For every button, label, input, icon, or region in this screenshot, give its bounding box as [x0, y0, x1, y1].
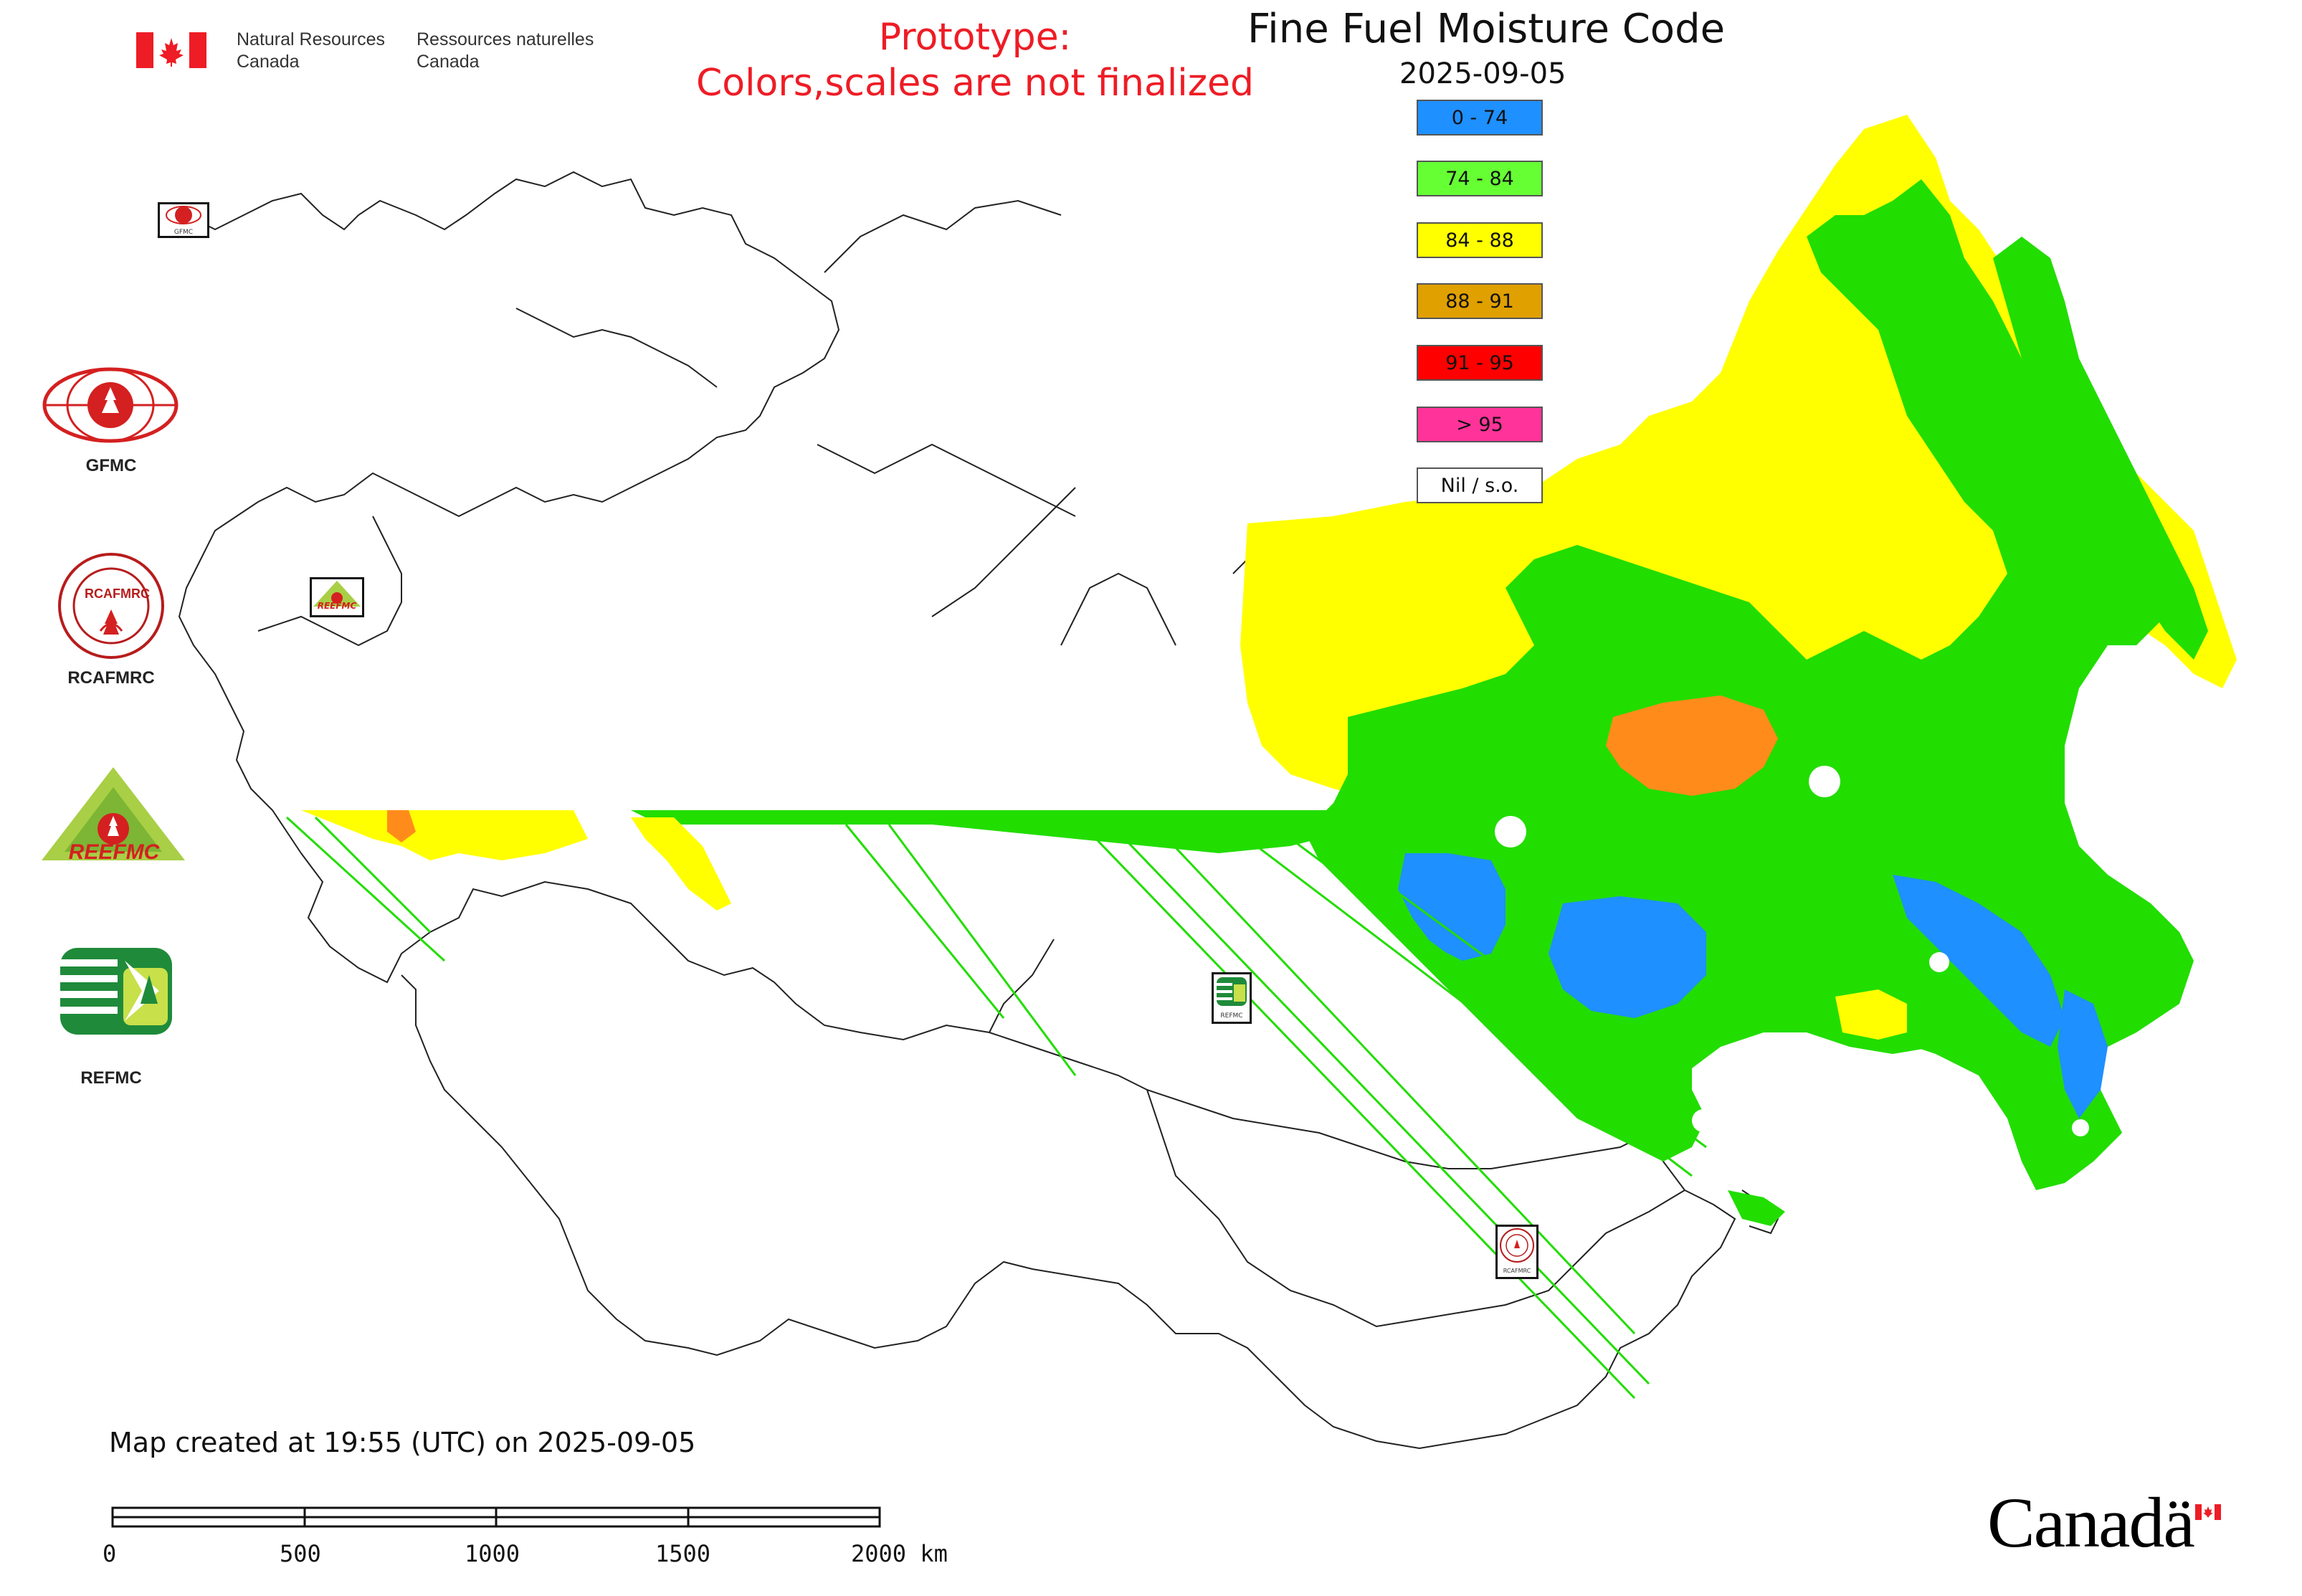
raster-blue-patch-3	[1893, 875, 2065, 1047]
legend-item-74-84: 74 - 84	[1417, 161, 1543, 196]
raster-mid-strip-yellow	[631, 817, 731, 911]
scale-label-500: 500	[280, 1540, 321, 1567]
legend-item-84-88: 84 - 88	[1417, 222, 1543, 258]
raster-orange-small	[387, 810, 416, 842]
raster-hokkaido-green	[1728, 1190, 1785, 1226]
raster-streaks	[285, 816, 1707, 1400]
refmc-logo	[59, 946, 173, 1036]
legend-item-88-91: 88 - 91	[1417, 283, 1543, 319]
legend-item-0-74: 0 - 74	[1417, 100, 1543, 136]
map-title: Fine Fuel Moisture Code	[1247, 6, 1726, 52]
map-marker-gfmc-label: GFMC	[173, 229, 194, 236]
wordmark-flag-icon	[2195, 1504, 2221, 1520]
map-marker-refmc-label: REFMC	[1220, 1012, 1243, 1020]
legend-item-nil: Nil / s.o.	[1417, 467, 1543, 503]
raster-blue-patch-1	[1398, 853, 1506, 961]
rcafmrc-logo	[57, 552, 165, 660]
prototype-line-1: Prototype:	[878, 16, 1072, 59]
map-marker-reefmc: REEFMC	[310, 577, 364, 617]
prototype-notice: Prototype: Colors,scales are not finaliz…	[660, 14, 1290, 106]
scale-label-0: 0	[103, 1540, 117, 1567]
legend-item-91-95: 91 - 95	[1417, 345, 1543, 381]
reefmc-logo	[36, 766, 191, 873]
scale-bar	[111, 1506, 881, 1528]
canada-flag-icon	[136, 32, 206, 68]
raster-kamchatka-green	[1993, 237, 2208, 660]
gov-name-english: Natural Resources Canada	[237, 29, 386, 72]
refmc-label: REFMC	[80, 1068, 142, 1088]
map-date: 2025-09-05	[1399, 57, 1566, 90]
gfmc-label: GFMC	[85, 456, 137, 475]
raster-west-strip-yellow	[301, 810, 588, 860]
raster-blue-patch-2	[1549, 896, 1706, 1018]
gfmc-logo	[42, 366, 179, 445]
raster-yellow-patch-east	[1835, 989, 1907, 1040]
raster-blue-patch-4	[2058, 989, 2108, 1118]
map-marker-refmc: REFMC	[1212, 972, 1252, 1024]
raster-mid-strip-green	[631, 810, 1348, 853]
raster-gaps	[1495, 766, 2089, 1136]
raster-orange-patch	[1606, 695, 1778, 796]
canada-wordmark: Canadä	[1987, 1483, 2195, 1562]
scale-label-1500: 1500	[655, 1540, 711, 1567]
map-created-text: Map created at 19:55 (UTC) on 2025-09-05	[109, 1427, 696, 1458]
legend-item-over-95: > 95	[1417, 407, 1543, 442]
map-marker-reefmc-label: REEFMC	[317, 601, 357, 611]
prototype-line-2: Colors,scales are not finalized	[695, 62, 1255, 105]
ffmc-raster	[285, 115, 2237, 1400]
map-marker-rcafmrc-label: RCAFMRC	[1503, 1268, 1531, 1274]
reefmc-logo-text: REEFMC	[68, 840, 160, 864]
scale-label-1000: 1000	[465, 1540, 520, 1567]
map-marker-gfmc: GFMC	[158, 202, 209, 238]
rcafmrc-logo-text: RCAFMRC	[85, 586, 150, 601]
raster-sakhalin-green	[2000, 789, 2122, 939]
gov-name-french: Ressources naturelles Canada	[417, 29, 594, 72]
rcafmrc-label: RCAFMRC	[67, 668, 155, 688]
map-marker-rcafmrc: RCAFMRC	[1495, 1225, 1538, 1279]
scale-label-2000-km: 2000 km	[851, 1540, 948, 1567]
